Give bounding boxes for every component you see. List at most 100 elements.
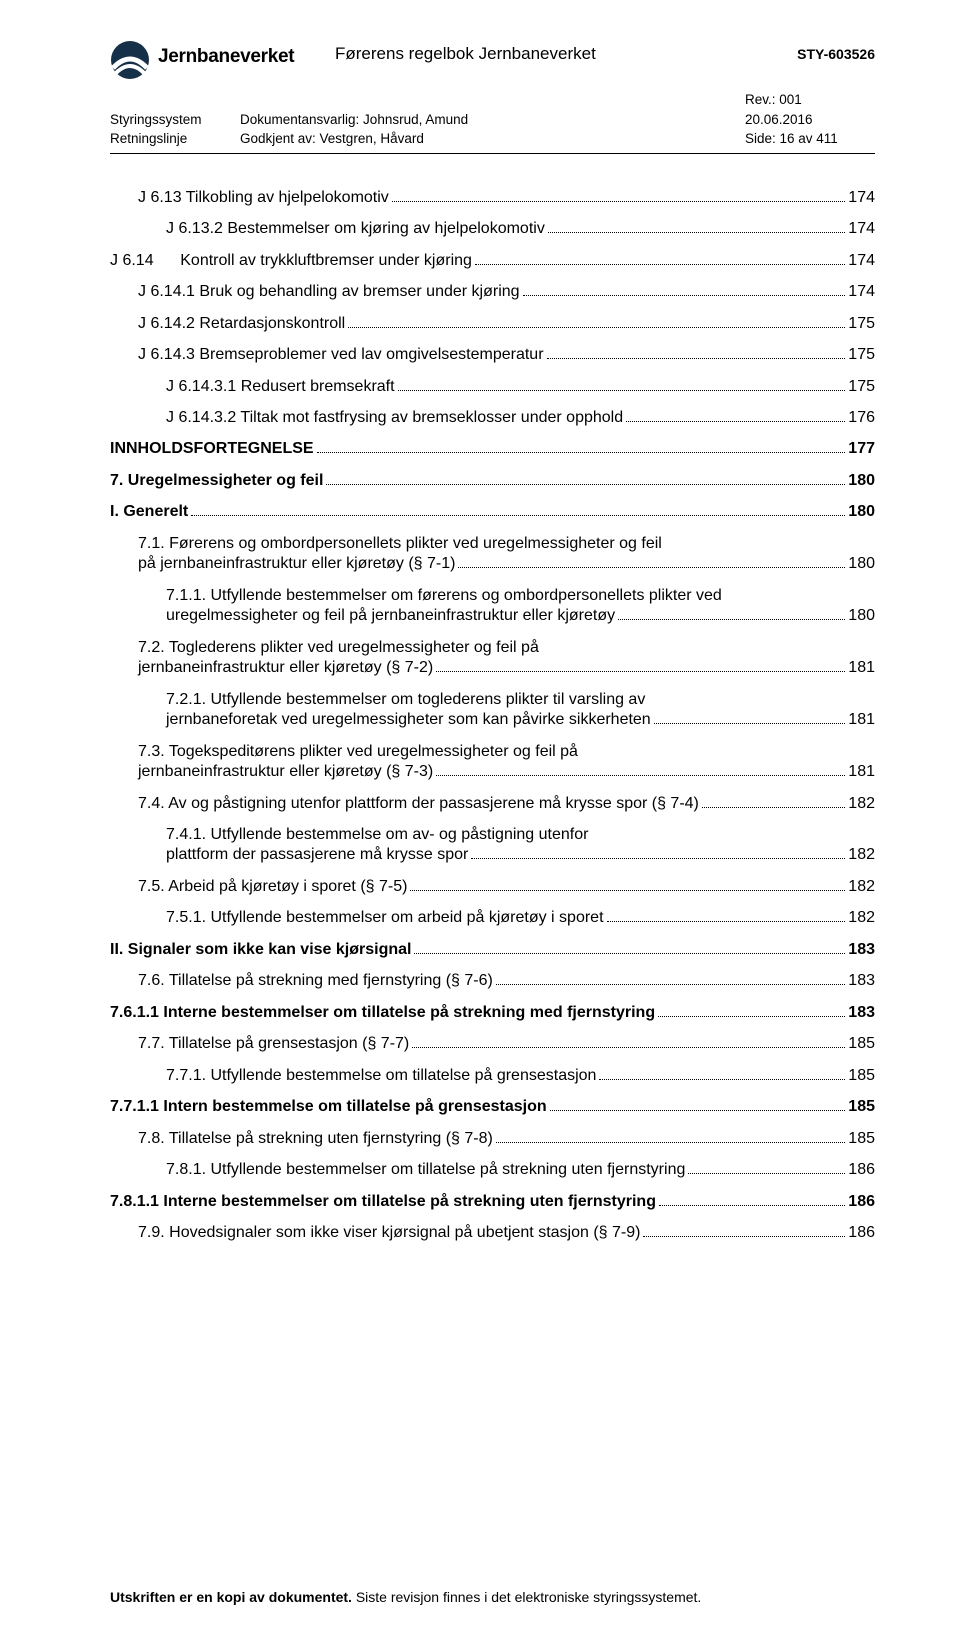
table-of-contents: J 6.13 Tilkobling av hjelpelokomotiv174J… [110,188,875,1244]
toc-label-line1: 7.1.1. Utfyllende bestemmelser om førere… [166,586,875,606]
toc-entry: J 6.13 Tilkobling av hjelpelokomotiv174 [110,188,875,208]
toc-leader-dots [398,390,846,391]
toc-leader-dots [658,1016,845,1017]
toc-page-number: 180 [848,471,875,491]
toc-entry: 7.7. Tillatelse på grensestasjon (§ 7-7)… [110,1034,875,1054]
toc-label: J 6.14.3.1 Redusert bremsekraft [166,377,395,397]
footer-bold: Utskriften er en kopi av dokumentet. [110,1589,352,1605]
toc-label: J 6.14.1 Bruk og behandling av bremser u… [138,282,520,302]
toc-page-number: 174 [848,282,875,302]
toc-entry: J 6.14.3.1 Redusert bremsekraft 175 [110,377,875,397]
toc-page-number: 182 [848,845,875,865]
toc-label-line1: 7.3. Togekspeditørens plikter ved uregel… [138,742,875,762]
toc-label-line1: 7.2.1. Utfyllende bestemmelser om togled… [166,690,875,710]
toc-entry: 7. Uregelmessigheter og feil 180 [110,471,875,491]
toc-page-number: 182 [848,908,875,928]
toc-page-number: 185 [848,1129,875,1149]
toc-page-number: 174 [848,219,875,239]
toc-entry: J 6.14 Kontroll av trykkluftbremser unde… [110,251,875,271]
toc-label: 7.7.1.1 Intern bestemmelse om tillatelse… [110,1097,547,1117]
document-title: Førerens regelbok Jernbaneverket [335,44,596,64]
meta-left [110,90,240,110]
meta-mid: Dokumentansvarlig: Johnsrud, Amund [240,110,745,130]
toc-entry: 7.5.1. Utfyllende bestemmelser om arbeid… [110,908,875,928]
toc-leader-dots [523,295,846,296]
toc-leader-dots [496,984,845,985]
toc-page-number: 183 [848,940,875,960]
toc-entry: 7.4.1. Utfyllende bestemmelse om av- og … [110,825,875,866]
toc-leader-dots [688,1173,845,1174]
toc-leader-dots [607,921,846,922]
toc-page-number: 180 [848,606,875,626]
toc-entry: J 6.13.2 Bestemmelser om kjøring av hjel… [110,219,875,239]
toc-page-number: 182 [848,877,875,897]
meta-row: Retningslinje Godkjent av: Vestgren, Håv… [110,129,875,149]
toc-entry: 7.8.1. Utfyllende bestemmelser om tillat… [110,1160,875,1180]
toc-label: jernbaneforetak ved uregelmessigheter so… [166,710,651,730]
toc-entry: J 6.14.3 Bremseproblemer ved lav omgivel… [110,345,875,365]
toc-page-number: 180 [848,502,875,522]
toc-label: J 6.13 Tilkobling av hjelpelokomotiv [138,188,389,208]
toc-label: jernbaneinfrastruktur eller kjøretøy (§ … [138,658,433,678]
toc-label-line2: uregelmessigheter og feil på jernbaneinf… [166,606,875,626]
toc-page-number: 183 [848,971,875,991]
toc-leader-dots [548,232,845,233]
toc-leader-dots [643,1236,845,1237]
toc-page-number: 183 [848,1003,875,1023]
toc-page-number: 181 [848,710,875,730]
toc-leader-dots [626,421,845,422]
toc-leader-dots [599,1079,845,1080]
toc-label: jernbaneinfrastruktur eller kjøretøy (§ … [138,762,433,782]
toc-label: J 6.14 Kontroll av trykkluftbremser unde… [110,251,472,271]
toc-page-number: 186 [848,1223,875,1243]
toc-entry-multiline: 7.2. Toglederens plikter ved uregelmessi… [138,638,875,679]
meta-right: 20.06.2016 [745,110,875,130]
toc-page-number: 182 [848,794,875,814]
toc-leader-dots [458,567,845,568]
toc-label-line1: 7.2. Toglederens plikter ved uregelmessi… [138,638,875,658]
toc-leader-dots [392,201,845,202]
toc-page-number: 175 [848,377,875,397]
toc-leader-dots [471,858,845,859]
toc-label: J 6.14.3 Bremseproblemer ved lav omgivel… [138,345,544,365]
toc-entry: 7.8. Tillatelse på strekning uten fjerns… [110,1129,875,1149]
toc-label: 7.7. Tillatelse på grensestasjon (§ 7-7) [138,1034,409,1054]
toc-label: 7.6.1.1 Interne bestemmelser om tillatel… [110,1003,655,1023]
toc-leader-dots [475,264,845,265]
toc-entry-multiline: 7.1. Førerens og ombordpersonellets plik… [138,534,875,575]
header-meta-table: Rev.: 001 Styringssystem Dokumentansvarl… [110,90,875,149]
toc-leader-dots [547,358,846,359]
toc-page-number: 175 [848,314,875,334]
toc-entry: J 6.14.2 Retardasjonskontroll175 [110,314,875,334]
toc-label-line2: jernbaneinfrastruktur eller kjøretøy (§ … [138,658,875,678]
toc-label: J 6.14.3.2 Tiltak mot fastfrysing av bre… [166,408,623,428]
toc-label: 7.4. Av og påstigning utenfor plattform … [138,794,699,814]
toc-page-number: 185 [848,1066,875,1086]
toc-label: 7.8. Tillatelse på strekning uten fjerns… [138,1129,493,1149]
toc-entry: 7.4. Av og påstigning utenfor plattform … [110,794,875,814]
toc-leader-dots [410,890,845,891]
toc-entry: I. Generelt180 [110,502,875,522]
jernbaneverket-logo-icon [110,40,150,80]
toc-entry: 7.5. Arbeid på kjøretøy i sporet (§ 7-5)… [110,877,875,897]
toc-entry: INNHOLDSFORTEGNELSE177 [110,439,875,459]
toc-label: J 6.13.2 Bestemmelser om kjøring av hjel… [166,219,545,239]
toc-leader-dots [191,515,845,516]
toc-entry-multiline: 7.3. Togekspeditørens plikter ved uregel… [138,742,875,783]
toc-label: INNHOLDSFORTEGNELSE [110,439,314,459]
toc-leader-dots [550,1110,846,1111]
toc-label: 7.8.1.1 Interne bestemmelser om tillatel… [110,1192,656,1212]
meta-right: Side: 16 av 411 [745,129,875,149]
toc-label: 7.5. Arbeid på kjøretøy i sporet (§ 7-5) [138,877,407,897]
toc-page-number: 185 [848,1034,875,1054]
footer-rest: Siste revisjon finnes i det elektroniske… [352,1589,701,1605]
meta-left: Styringssystem [110,110,240,130]
toc-label: 7.6. Tillatelse på strekning med fjernst… [138,971,493,991]
toc-leader-dots [348,327,845,328]
toc-label: 7. Uregelmessigheter og feil [110,471,323,491]
toc-entry: J 6.14.3.2 Tiltak mot fastfrysing av bre… [110,408,875,428]
toc-label: II. Signaler som ikke kan vise kjørsigna… [110,940,411,960]
toc-entry: 7.9. Hovedsignaler som ikke viser kjørsi… [110,1223,875,1243]
document-page: Jernbaneverket Førerens regelbok Jernban… [0,0,960,1633]
toc-leader-dots [412,1047,845,1048]
